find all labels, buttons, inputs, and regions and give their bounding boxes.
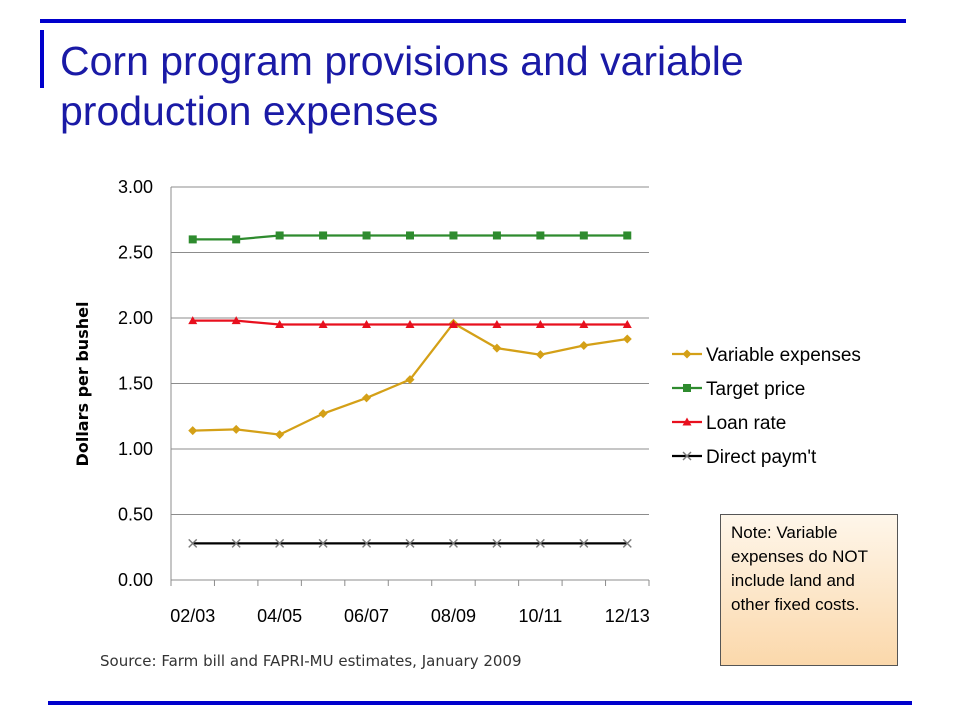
left-accent-rule (40, 30, 44, 88)
data-point (536, 231, 545, 240)
data-point (623, 231, 632, 240)
data-point (188, 426, 198, 436)
bottom-rule (48, 701, 912, 705)
data-point (231, 538, 241, 548)
data-point (318, 320, 328, 329)
data-point (492, 231, 501, 240)
legend-label: Direct paym't (706, 447, 817, 468)
y-tick-label: 0.50 (118, 505, 153, 525)
y-tick-label: 1.00 (118, 439, 153, 459)
legend-item-target-price: Target price (672, 379, 805, 400)
data-point (405, 538, 415, 548)
data-point (405, 375, 415, 385)
series-loan-rate (188, 316, 632, 329)
legend-label: Loan rate (706, 413, 786, 434)
data-point (362, 393, 372, 403)
data-point (448, 320, 458, 329)
data-point (579, 538, 589, 548)
x-tick-label: 04/05 (257, 606, 302, 626)
data-point (405, 320, 415, 329)
data-point (492, 320, 502, 329)
data-point (275, 538, 285, 548)
top-rule (40, 19, 906, 23)
data-point (319, 231, 328, 240)
data-point (622, 538, 632, 548)
x-marker-stroke (579, 538, 589, 548)
chart-axes (170, 187, 650, 586)
data-point (231, 424, 241, 434)
x-tick-label: 08/09 (431, 606, 476, 626)
data-point (362, 231, 371, 240)
legend-item-loan-rate: Loan rate (672, 413, 786, 434)
chart-series (188, 231, 632, 548)
x-tick-label: 06/07 (344, 606, 389, 626)
y-tick-label: 2.50 (118, 243, 153, 263)
series-variable-expenses (188, 318, 632, 440)
data-point (188, 235, 197, 244)
x-marker-stroke (318, 538, 328, 548)
data-point (579, 341, 589, 351)
data-point (535, 538, 545, 548)
data-point (275, 320, 285, 329)
data-point (448, 538, 458, 548)
x-tick-label: 02/03 (170, 606, 215, 626)
source-note: Source: Farm bill and FAPRI-MU estimates… (100, 652, 522, 670)
y-axis-title: Dollars per bushel (73, 302, 92, 467)
slide-title: Corn program provisions and variable pro… (60, 38, 744, 134)
data-point (188, 538, 198, 548)
legend-label: Variable expenses (706, 345, 861, 366)
x-marker-stroke (448, 538, 458, 548)
note-box: Note: Variable expenses do NOT include l… (720, 514, 898, 666)
data-point (318, 538, 328, 548)
y-tick-label: 0.00 (118, 570, 153, 590)
x-marker-stroke (362, 538, 372, 548)
data-point (275, 231, 284, 240)
x-marker-stroke (231, 538, 241, 548)
x-marker-stroke (275, 538, 285, 548)
legend-swatch-marker (682, 451, 692, 461)
data-point (362, 320, 372, 329)
data-point (232, 235, 241, 244)
x-tick-label: 12/13 (605, 606, 650, 626)
data-point (449, 231, 458, 240)
legend-swatch-marker (682, 417, 692, 426)
data-point (622, 320, 632, 329)
data-point (318, 409, 328, 419)
legend-label: Target price (706, 379, 805, 400)
x-marker-stroke (492, 538, 502, 548)
x-marker-stroke (682, 451, 692, 461)
y-tick-label: 3.00 (118, 177, 153, 197)
x-marker-stroke (188, 538, 198, 548)
chart-legend: Variable expenses Target price Loan rate Di… (672, 345, 861, 468)
chart-tick-labels: 0.00 0.50 1.00 1.50 2.00 2.50 3.00 02/03 04/05 06… (118, 177, 650, 626)
data-point (492, 538, 502, 548)
legend-item-direct-paym-t: Direct paym't (672, 447, 817, 468)
data-point (492, 343, 502, 353)
data-point (275, 430, 285, 440)
series-target-price (188, 231, 632, 244)
data-point (622, 334, 632, 344)
data-point (406, 231, 414, 240)
legend-item-variable-expenses: Variable expenses (672, 345, 861, 366)
data-point (579, 320, 589, 329)
x-tick-label: 10/11 (519, 606, 563, 626)
data-point (362, 538, 372, 548)
x-marker-stroke (622, 538, 632, 548)
data-point (231, 316, 241, 325)
x-marker-stroke (535, 538, 545, 548)
legend-swatch-marker (683, 384, 691, 392)
data-point (535, 350, 545, 360)
y-tick-label: 1.50 (118, 374, 153, 394)
legend-swatch-marker (682, 349, 692, 359)
x-marker-stroke (405, 538, 415, 548)
data-point (535, 320, 545, 329)
series-direct-paym-t (188, 538, 632, 548)
data-point (579, 231, 588, 240)
y-tick-label: 2.00 (118, 308, 153, 328)
data-point (188, 316, 198, 325)
